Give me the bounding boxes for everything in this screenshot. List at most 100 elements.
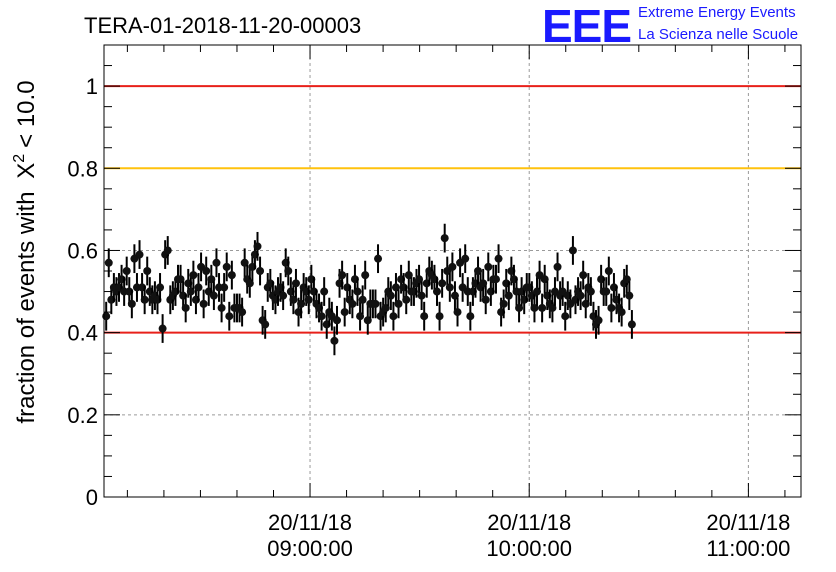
data-point (530, 303, 539, 312)
svg-text:fraction of events with: fraction of events with X2 < 10.0 (11, 80, 40, 423)
data-point (622, 275, 631, 284)
data-point (586, 287, 595, 296)
data-point (297, 299, 306, 308)
data-point (625, 291, 634, 300)
data-point (504, 291, 513, 300)
data-point (627, 320, 636, 329)
y-axis-label-superscript: 2 (11, 154, 28, 163)
eee-logo: EEE Extreme Energy Events La Scienza nel… (542, 0, 798, 52)
data-point (371, 299, 380, 308)
x-tick-label-time: 10:00:00 (486, 536, 572, 561)
x-tick-label-time: 09:00:00 (267, 536, 353, 561)
data-point (435, 312, 444, 321)
data-point (481, 295, 490, 304)
data-point (189, 271, 198, 280)
data-point (381, 303, 390, 312)
y-tick-label: 1 (86, 74, 98, 99)
data-point (284, 267, 293, 275)
eee-logo-mark: EEE (542, 0, 631, 52)
data-point (561, 312, 570, 321)
data-point (386, 291, 395, 300)
data-point (217, 303, 226, 312)
data-point (156, 283, 165, 292)
data-point (158, 324, 167, 333)
eee-logo-line1: Extreme Energy Events (638, 4, 796, 21)
data-point (499, 299, 508, 308)
chart-title: TERA-01-2018-11-20-00003 (84, 13, 361, 38)
y-axis-label-text: fraction of events with (13, 191, 40, 423)
data-point (253, 242, 262, 251)
data-point (135, 250, 144, 259)
data-point (361, 271, 370, 280)
data-point (404, 271, 413, 280)
data-point (202, 267, 211, 275)
data-point (225, 312, 234, 321)
data-point (438, 279, 447, 288)
data-point (320, 287, 329, 296)
data-point (440, 234, 449, 243)
data-point (540, 275, 549, 284)
x-tick-label-date: 20/11/18 (487, 510, 571, 535)
data-point (461, 254, 470, 263)
data-point (212, 258, 221, 267)
data-point (394, 299, 403, 308)
data-point (227, 271, 236, 280)
data-point (127, 299, 136, 308)
eee-logo-line2: La Scienza nelle Scuole (638, 26, 798, 43)
data-point (484, 262, 493, 271)
data-point (617, 308, 626, 317)
data-point (594, 316, 603, 325)
data-point (494, 254, 503, 263)
y-tick-label: 0.6 (67, 238, 98, 263)
data-point (291, 279, 300, 288)
data-point (317, 312, 326, 321)
data-point (450, 291, 459, 300)
data-point (448, 262, 457, 271)
data-point (256, 267, 265, 275)
plot-frame (103, 44, 802, 498)
data-point (220, 283, 229, 292)
data-point (186, 287, 195, 296)
data-point (194, 283, 203, 292)
data-point (579, 271, 588, 280)
x-tick-label-time: 11:00:00 (706, 536, 790, 561)
data-point (607, 303, 616, 312)
data-point (474, 267, 483, 275)
data-point (209, 291, 218, 300)
data-point (261, 320, 270, 329)
data-point (402, 295, 411, 304)
data-point (553, 262, 562, 271)
data-points (102, 223, 636, 356)
data-point (389, 312, 398, 321)
data-point (332, 316, 341, 325)
data-point (548, 303, 557, 312)
data-point (176, 275, 185, 284)
data-point (604, 267, 613, 275)
data-point (568, 246, 577, 255)
data-point (245, 279, 254, 288)
x-tick-label-date: 20/11/18 (268, 510, 352, 535)
data-point (466, 312, 475, 321)
data-point (143, 267, 152, 275)
data-point (433, 287, 442, 296)
data-point (240, 258, 249, 267)
data-point (330, 336, 339, 345)
data-point (415, 275, 424, 284)
data-point (538, 303, 547, 312)
data-point (163, 246, 172, 255)
data-point (358, 295, 367, 304)
data-point (104, 258, 113, 267)
data-point (348, 299, 357, 308)
data-point (353, 287, 362, 296)
y-tick-label: 0 (86, 485, 98, 510)
data-point (479, 279, 488, 288)
data-point (207, 275, 216, 284)
data-point (140, 295, 149, 304)
data-point (199, 299, 208, 308)
data-point (445, 283, 454, 292)
data-point (420, 312, 429, 321)
y-tick-label: 0.8 (67, 156, 98, 181)
data-point (338, 271, 347, 280)
data-point (304, 295, 313, 304)
